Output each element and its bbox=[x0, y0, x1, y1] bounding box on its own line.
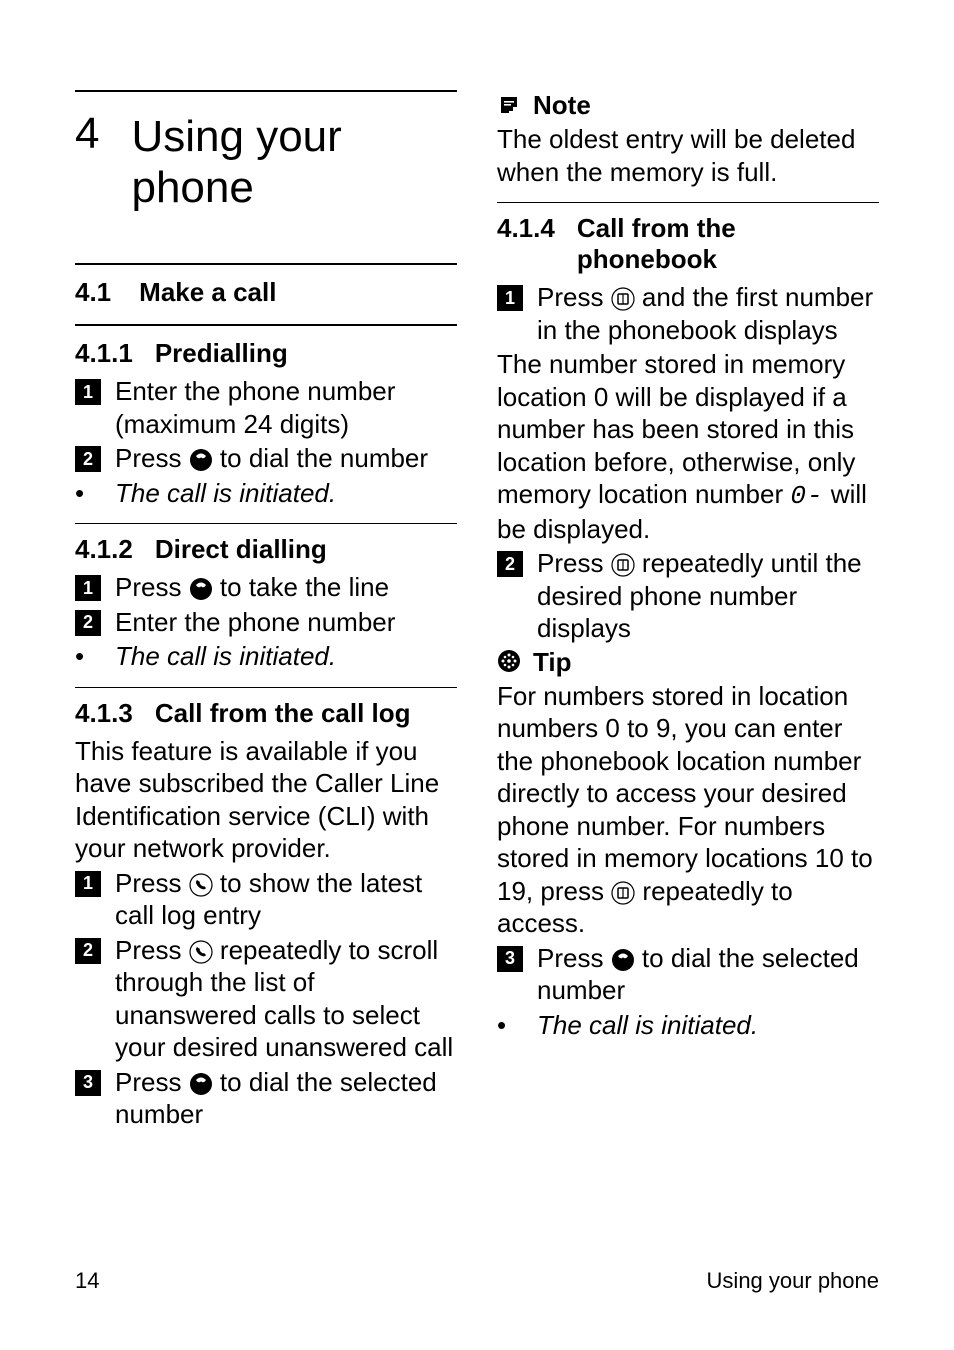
step: 2 Press to dial the number bbox=[75, 442, 457, 475]
handset-icon bbox=[189, 940, 213, 964]
step-badge: 1 bbox=[75, 379, 101, 405]
note-heading: Note bbox=[497, 90, 879, 121]
steps-4-1-2: 1 Press to take the line 2 Enter the pho… bbox=[75, 571, 457, 673]
note-label: Note bbox=[533, 90, 591, 121]
chapter-title-line1: Using your bbox=[131, 112, 341, 163]
divider bbox=[497, 202, 879, 203]
step-text: Press to dial the number bbox=[115, 442, 457, 475]
section-number: 4.1.4 bbox=[497, 213, 555, 275]
phonebook-icon bbox=[611, 881, 635, 905]
step-text: Press repeatedly until the desired phone… bbox=[537, 547, 879, 645]
step-text: Enter the phone number bbox=[115, 606, 457, 639]
step: 3 Press to dial the selected number bbox=[75, 1066, 457, 1131]
step-badge: 1 bbox=[497, 285, 523, 311]
step: 2 Enter the phone number bbox=[75, 606, 457, 639]
right-column: Note The oldest entry will be deleted wh… bbox=[497, 90, 879, 1133]
section-number: 4.1 bbox=[75, 277, 111, 308]
result-bullet: • The call is initiated. bbox=[497, 1009, 879, 1042]
divider bbox=[75, 523, 457, 524]
phonebook-icon bbox=[611, 553, 635, 577]
chapter-heading: 4 Using your phone bbox=[75, 90, 457, 213]
intro-4-1-3: This feature is available if you have su… bbox=[75, 735, 457, 865]
chapter-title-line2: phone bbox=[131, 163, 341, 214]
left-column: 4 Using your phone 4.1 Make a call 4.1.1… bbox=[75, 90, 457, 1133]
tip-heading: Tip bbox=[497, 647, 879, 678]
section-number: 4.1.2 bbox=[75, 534, 133, 565]
bullet-text: The call is initiated. bbox=[115, 477, 457, 510]
phonebook-icon bbox=[611, 287, 635, 311]
section-title: Make a call bbox=[139, 277, 457, 308]
section-number: 4.1.1 bbox=[75, 338, 133, 369]
talk-key-icon bbox=[189, 1072, 213, 1096]
step-badge: 2 bbox=[75, 610, 101, 636]
section-4-1-4-heading: 4.1.4 Call from the phonebook bbox=[497, 213, 879, 275]
step: 2 Press repeatedly until the desired pho… bbox=[497, 547, 879, 645]
talk-key-icon bbox=[189, 577, 213, 601]
page-number: 14 bbox=[75, 1268, 99, 1294]
divider bbox=[75, 263, 457, 265]
para-4-1-4: The number stored in memory location 0 w… bbox=[497, 348, 879, 545]
section-title: Predialling bbox=[155, 338, 457, 369]
divider bbox=[75, 687, 457, 688]
tip-text: For numbers stored in location numbers 0… bbox=[497, 680, 879, 940]
step-text: Press to dial the selected number bbox=[115, 1066, 457, 1131]
step-text: Press to dial the selected number bbox=[537, 942, 879, 1007]
seg7-display: 0- bbox=[790, 481, 823, 511]
steps-4-1-4-c: 3 Press to dial the selected number • Th… bbox=[497, 942, 879, 1042]
chapter-number: 4 bbox=[75, 112, 99, 156]
bullet-text: The call is initiated. bbox=[537, 1009, 879, 1042]
divider bbox=[75, 324, 457, 326]
handset-icon bbox=[189, 873, 213, 897]
section-title: Call from the call log bbox=[155, 698, 457, 729]
step-text: Press to take the line bbox=[115, 571, 457, 604]
section-4-1-1-heading: 4.1.1 Predialling bbox=[75, 338, 457, 369]
step: 2 Press repeatedly to scroll through the… bbox=[75, 934, 457, 1064]
step-badge: 3 bbox=[75, 1070, 101, 1096]
tip-label: Tip bbox=[533, 647, 572, 678]
result-bullet: • The call is initiated. bbox=[75, 640, 457, 673]
step: 1 Enter the phone number (maximum 24 dig… bbox=[75, 375, 457, 440]
step-text: Press repeatedly to scroll through the l… bbox=[115, 934, 457, 1064]
steps-4-1-4-a: 1 Press and the first number in the phon… bbox=[497, 281, 879, 346]
section-title: Call from the phonebook bbox=[577, 213, 879, 275]
step-badge: 1 bbox=[75, 575, 101, 601]
talk-key-icon bbox=[189, 448, 213, 472]
step: 1 Press and the first number in the phon… bbox=[497, 281, 879, 346]
footer-section: Using your phone bbox=[707, 1268, 879, 1294]
talk-key-icon bbox=[611, 948, 635, 972]
step-badge: 3 bbox=[497, 946, 523, 972]
note-icon bbox=[497, 93, 523, 119]
page: 4 Using your phone 4.1 Make a call 4.1.1… bbox=[0, 0, 954, 1203]
step-badge: 1 bbox=[75, 871, 101, 897]
step: 1 Press to take the line bbox=[75, 571, 457, 604]
bullet-text: The call is initiated. bbox=[115, 640, 457, 673]
steps-4-1-4-b: 2 Press repeatedly until the desired pho… bbox=[497, 547, 879, 645]
step-text: Press and the first number in the phoneb… bbox=[537, 281, 879, 346]
section-number: 4.1.3 bbox=[75, 698, 133, 729]
section-4-1-heading: 4.1 Make a call bbox=[75, 277, 457, 308]
step-text: Press to show the latest call log entry bbox=[115, 867, 457, 932]
note-text: The oldest entry will be deleted when th… bbox=[497, 123, 879, 188]
step-text: Enter the phone number (maximum 24 digit… bbox=[115, 375, 457, 440]
section-4-1-3-heading: 4.1.3 Call from the call log bbox=[75, 698, 457, 729]
steps-4-1-3: 1 Press to show the latest call log entr… bbox=[75, 867, 457, 1131]
section-4-1-2-heading: 4.1.2 Direct dialling bbox=[75, 534, 457, 565]
step-badge: 2 bbox=[75, 446, 101, 472]
step: 1 Press to show the latest call log entr… bbox=[75, 867, 457, 932]
step-badge: 2 bbox=[497, 551, 523, 577]
page-footer: 14 Using your phone bbox=[75, 1268, 879, 1294]
step-badge: 2 bbox=[75, 938, 101, 964]
steps-4-1-1: 1 Enter the phone number (maximum 24 dig… bbox=[75, 375, 457, 509]
result-bullet: • The call is initiated. bbox=[75, 477, 457, 510]
step: 3 Press to dial the selected number bbox=[497, 942, 879, 1007]
section-title: Direct dialling bbox=[155, 534, 457, 565]
tip-icon bbox=[497, 649, 523, 675]
